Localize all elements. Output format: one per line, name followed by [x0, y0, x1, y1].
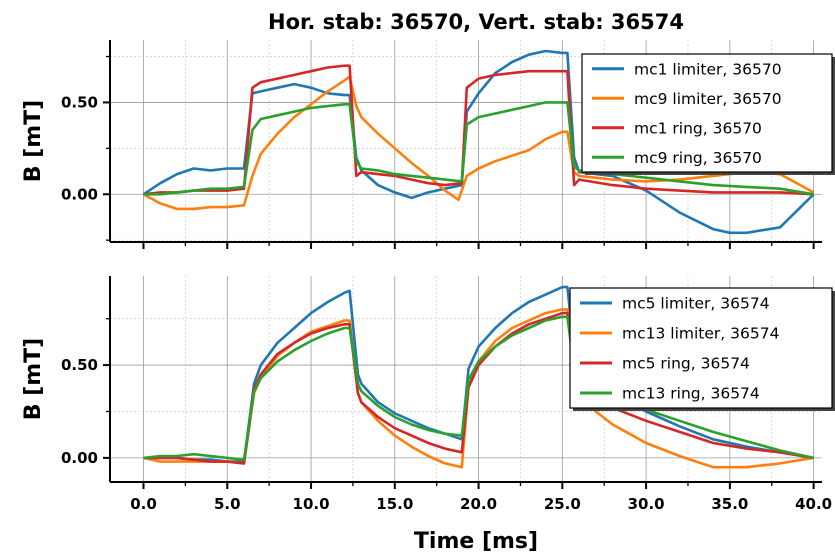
legend-label: mc13 limiter, 36574	[622, 325, 779, 343]
y-tick-label: 0.00	[61, 449, 98, 467]
x-tick-label: 25.0	[544, 495, 581, 513]
legend: mc5 limiter, 36574 mc13 limiter, 36574 mc5…	[569, 287, 835, 411]
x-tick-label: 40.0	[795, 495, 832, 513]
legend-label: mc1 ring, 36570	[634, 119, 762, 137]
x-tick-label: 0.0	[130, 495, 157, 513]
chart-panel-bottom: 0.00 0.50 0.0 5.0 10.0 15.0 20.0 25.0 30.0 35.0 40…	[21, 276, 835, 554]
y-axis-label: B [mT]	[21, 100, 46, 182]
y-tick-label: 0.50	[61, 356, 98, 374]
chart-title: Hor. stab: 36570, Vert. stab: 36574	[268, 10, 684, 34]
legend-label: mc9 limiter, 36570	[634, 90, 782, 108]
x-tick-label: 15.0	[376, 495, 413, 513]
legend: mc1 limiter, 36570 mc9 limiter, 36570 mc1 …	[581, 53, 835, 175]
x-tick-label: 5.0	[214, 495, 241, 513]
y-axis-label: B [mT]	[21, 338, 46, 420]
series-line-3	[143, 64, 814, 196]
x-tick-label: 10.0	[293, 495, 330, 513]
legend-label: mc5 ring, 36574	[622, 355, 750, 373]
y-tick-label: 0.50	[61, 93, 98, 111]
series-line-2	[142, 75, 815, 211]
legend-label: mc9 ring, 36570	[634, 149, 762, 167]
legend-label: mc13 ring, 36574	[622, 385, 760, 403]
legend-label: mc1 limiter, 36570	[634, 60, 782, 78]
chart-panel-top: 0.00 0.50 B [mT] Hor. stab: 36570, Vert. st…	[21, 10, 835, 249]
legend-label: mc5 limiter, 36574	[622, 295, 770, 313]
x-tick-label: 20.0	[460, 495, 497, 513]
legend-box	[569, 287, 833, 409]
legend-box	[581, 53, 833, 173]
x-axis-label: Time [ms]	[414, 529, 538, 554]
x-tick-label: 30.0	[628, 495, 665, 513]
x-tick-label: 35.0	[711, 495, 748, 513]
y-tick-label: 0.00	[61, 185, 98, 203]
